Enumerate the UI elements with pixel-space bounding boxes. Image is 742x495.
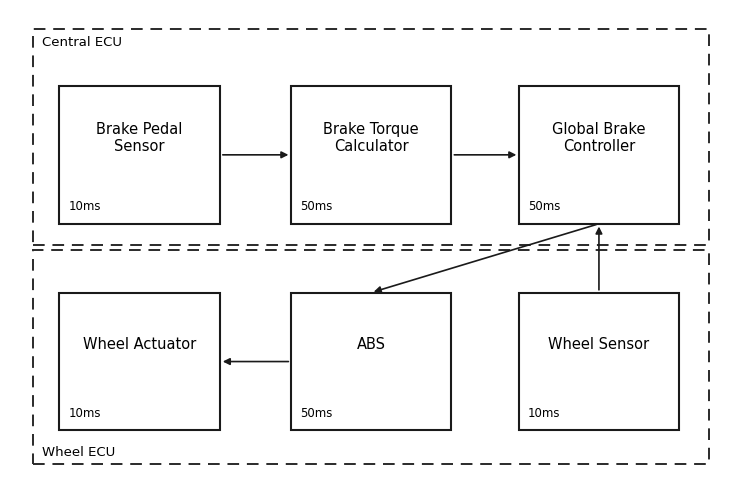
Text: 10ms: 10ms xyxy=(528,407,560,420)
Bar xyxy=(291,86,451,224)
Bar xyxy=(33,250,709,464)
Text: 50ms: 50ms xyxy=(528,200,560,213)
Text: Wheel ECU: Wheel ECU xyxy=(42,446,115,459)
Bar xyxy=(33,29,709,245)
Bar xyxy=(519,293,679,431)
Text: Brake Torque
Calculator: Brake Torque Calculator xyxy=(324,122,418,154)
Text: Central ECU: Central ECU xyxy=(42,36,122,49)
Text: ABS: ABS xyxy=(356,338,386,352)
Bar xyxy=(291,293,451,431)
Text: Global Brake
Controller: Global Brake Controller xyxy=(552,122,646,154)
Text: Wheel Sensor: Wheel Sensor xyxy=(548,338,649,352)
Text: 10ms: 10ms xyxy=(68,200,101,213)
Text: 50ms: 50ms xyxy=(300,407,332,420)
Bar xyxy=(59,86,220,224)
Text: Brake Pedal
Sensor: Brake Pedal Sensor xyxy=(96,122,183,154)
Text: 50ms: 50ms xyxy=(300,200,332,213)
Bar xyxy=(519,86,679,224)
Bar xyxy=(59,293,220,431)
Text: Wheel Actuator: Wheel Actuator xyxy=(83,338,196,352)
Text: 10ms: 10ms xyxy=(68,407,101,420)
